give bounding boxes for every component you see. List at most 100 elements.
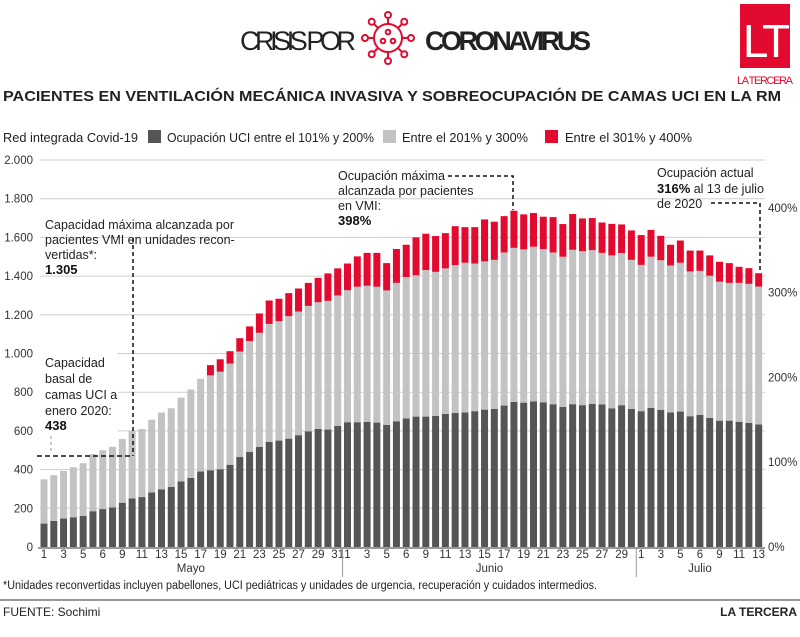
bar-segment-red xyxy=(745,268,753,284)
bar-segment-dark xyxy=(99,509,107,547)
virus-spike-tip xyxy=(367,17,376,26)
bar-segment-light xyxy=(412,275,420,417)
virus-spike-tip xyxy=(407,34,415,42)
virus-spike xyxy=(373,47,379,53)
bar-segment-red xyxy=(530,213,537,247)
bar-segment-dark xyxy=(373,422,381,547)
x-tick-label: 23 xyxy=(556,549,569,561)
bar-segment-red xyxy=(353,256,361,287)
annotation-value: 1.305 xyxy=(45,262,78,277)
bar-segment-light xyxy=(226,363,234,465)
logo-box xyxy=(740,4,790,68)
annotation-line: vertidas*: xyxy=(45,248,97,262)
x-tick-label: 1 xyxy=(638,549,644,561)
x-tick-label: 13 xyxy=(752,549,765,561)
bar-segment-light xyxy=(755,286,763,425)
bar-segment-red xyxy=(657,235,665,261)
bar-segment-light xyxy=(608,255,616,409)
bar-segment-dark xyxy=(647,407,655,547)
bar-segment-red xyxy=(735,266,743,283)
bar-segment-dark xyxy=(402,418,410,547)
bar-segment-red xyxy=(559,224,567,257)
bar-segment-dark xyxy=(157,489,165,547)
bar-segment-light xyxy=(148,419,156,493)
bar-segment-red xyxy=(295,288,303,312)
y2-tick-label: 300% xyxy=(768,288,797,300)
x-tick-label: 3 xyxy=(658,549,664,561)
bar-segment-red xyxy=(216,359,224,372)
bar-segment-light xyxy=(559,256,567,407)
bar-segment-light xyxy=(295,311,303,436)
x-tick-label: 21 xyxy=(233,549,246,561)
bar-segment-light xyxy=(353,286,361,423)
y2-axis-ticks: 400% 300% 200% 100% 0% xyxy=(768,203,797,554)
bar-segment-light xyxy=(89,454,97,512)
bar-segment-light xyxy=(187,389,195,478)
annotation-line: Capacidad máxima alcanzada por xyxy=(45,218,234,232)
annotation-value: 316% xyxy=(657,181,691,196)
bar-segment-dark xyxy=(109,507,117,547)
x-tick-label: 15 xyxy=(478,549,491,561)
y-tick-label: 1.600 xyxy=(4,232,33,244)
bar-segment-dark xyxy=(461,412,469,547)
annotation-line: alcanzada por pacientes xyxy=(338,184,474,198)
virus-icon xyxy=(361,11,415,65)
bar-segment-light xyxy=(667,265,675,413)
bar-segment-light xyxy=(109,446,117,508)
bar-segment-red xyxy=(598,222,606,253)
virus-spike xyxy=(397,47,403,53)
bar-segment-dark xyxy=(530,401,537,547)
annotation-line: Ocupación máxima xyxy=(338,169,445,183)
virus-spike-tip xyxy=(367,50,376,59)
bar-segment-dark xyxy=(676,411,684,547)
source: FUENTE: Sochimi xyxy=(3,605,100,619)
virus-spike-tip xyxy=(384,11,392,19)
annotation-line: pacientes VMI en unidades recon- xyxy=(45,233,235,247)
bar-segment-dark xyxy=(696,414,704,547)
bar-segment-red xyxy=(275,298,283,322)
y2-tick-label: 100% xyxy=(768,457,797,469)
bar-segment-light xyxy=(569,249,577,405)
header-topic: CORONAVIRUS xyxy=(425,26,590,56)
bar-segment-light xyxy=(324,300,332,430)
x-tick-label: 19 xyxy=(214,549,227,561)
legend-title: Red integrada Covid-19 xyxy=(3,131,138,145)
bar-segment-dark xyxy=(432,416,440,547)
bar-segment-dark xyxy=(285,438,293,547)
bar-segment-red xyxy=(578,218,586,252)
bar-segment-red xyxy=(206,365,214,376)
bar-segment-dark xyxy=(383,424,391,547)
bar-segment-light xyxy=(696,270,704,415)
bar-segment-red xyxy=(304,282,312,306)
bar-segment-dark xyxy=(745,422,753,547)
annotation-value: 438 xyxy=(45,418,67,433)
x-tick-label: 13 xyxy=(155,549,168,561)
bar-segment-dark xyxy=(246,451,254,547)
bar-segment-light xyxy=(265,323,273,442)
bar-segment-light xyxy=(657,260,665,410)
x-tick-label: 3 xyxy=(364,549,370,561)
annotation-bg xyxy=(40,352,118,432)
bar-segment-light xyxy=(50,475,58,521)
bar-segment-red xyxy=(461,227,469,263)
bar-segment-red xyxy=(667,244,675,266)
legend-label-red: Entre el 301% y 400% xyxy=(565,131,692,145)
bar-segment-red xyxy=(696,250,704,271)
bar-segment-light xyxy=(197,378,205,472)
bar-segment-light xyxy=(510,247,518,402)
bar-segment-red xyxy=(627,230,635,260)
bar-segment-dark xyxy=(755,424,763,547)
bar-segment-light xyxy=(686,271,694,417)
bar-segment-red xyxy=(373,252,381,287)
bar-segment-red xyxy=(334,268,342,296)
x-tick-label: 31 xyxy=(331,549,344,561)
bar-segment-light xyxy=(481,261,489,410)
bar-segment-light xyxy=(706,275,714,418)
bar-segment-light xyxy=(422,270,430,417)
bar-segment-dark xyxy=(657,409,665,547)
bar-segment-light xyxy=(373,286,381,423)
bar-segment-light xyxy=(79,463,87,516)
x-tick-label: 9 xyxy=(119,549,125,561)
x-tick-label: 9 xyxy=(716,549,722,561)
bar-segment-red xyxy=(490,221,498,260)
